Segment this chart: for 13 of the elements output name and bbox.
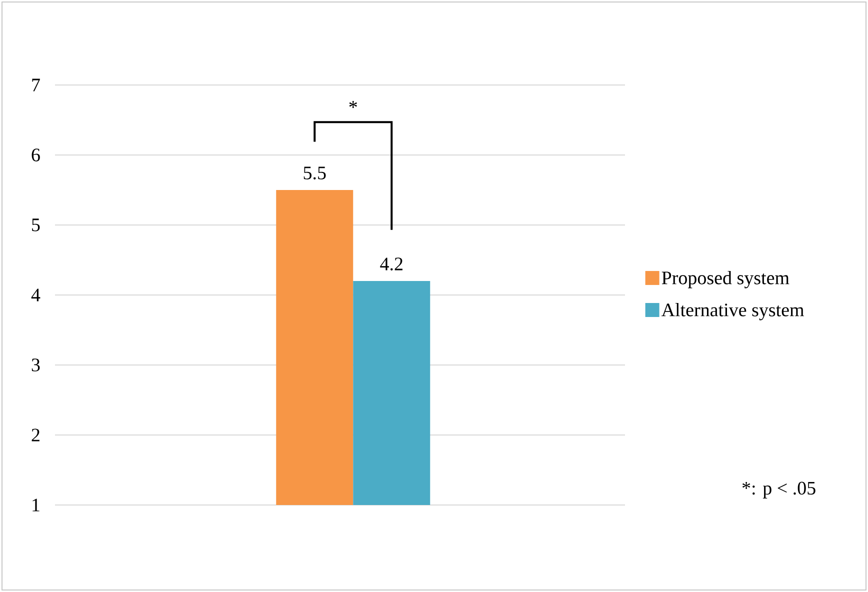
- y-tick-label: 3: [32, 358, 40, 372]
- legend-label: Proposed system: [662, 270, 790, 288]
- y-tick-label: 5: [32, 218, 40, 232]
- y-tick-label: 1: [32, 498, 40, 512]
- data-label: 5.5: [304, 166, 326, 180]
- y-tick-label: 6: [32, 148, 40, 162]
- y-tick-label: 2: [32, 428, 40, 442]
- data-label: 4.2: [380, 258, 402, 270]
- annotation: *: [349, 101, 357, 108]
- legend-label: Alternative system: [661, 303, 804, 320]
- y-tick-label: 4: [31, 288, 40, 302]
- y-tick-label: 7: [32, 78, 40, 92]
- text: *: p < .05: [742, 482, 816, 498]
